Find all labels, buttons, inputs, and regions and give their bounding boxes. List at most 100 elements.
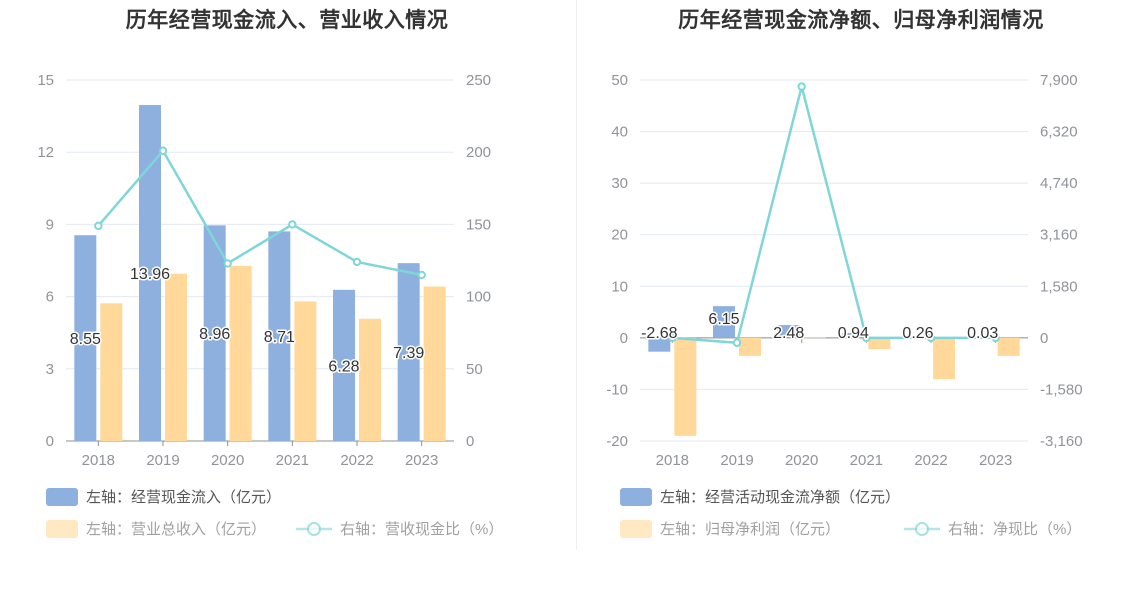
y-right-tick-label: -1,580	[1040, 381, 1083, 398]
y-right-tick-label: 7,900	[1040, 72, 1078, 89]
bar-primary	[203, 225, 226, 441]
line-point	[797, 82, 806, 91]
bar-secondary	[739, 337, 761, 356]
y-left-tick-label: 15	[37, 72, 54, 89]
y-right-tick-label: 6,320	[1040, 124, 1078, 141]
bar-secondary	[423, 286, 446, 441]
line-point	[668, 333, 677, 343]
y-left-tick-label: 6	[46, 289, 54, 306]
data-label: -2.68	[641, 325, 678, 342]
x-tick-label: 2023	[979, 452, 1012, 469]
y-right-tick-label: 50	[466, 361, 483, 378]
y-left-tick-label: 9	[46, 216, 54, 233]
y-left-tick-label: -10	[606, 381, 628, 398]
bar-primary	[139, 105, 161, 442]
y-left-tick-label: 3	[46, 361, 54, 378]
bar-primary	[397, 263, 420, 441]
bar-secondary	[803, 337, 826, 339]
data-label: 6.28	[328, 358, 359, 375]
panel-divider	[576, 0, 577, 550]
data-label: 0.03	[967, 325, 998, 342]
x-tick-label: 2021	[850, 452, 883, 469]
data-label: 0.26	[902, 325, 933, 342]
x-tick-label: 2022	[340, 452, 373, 469]
bar-secondary	[674, 337, 697, 436]
data-label: 8.55	[70, 331, 101, 348]
data-label: 8.96	[199, 326, 230, 343]
data-label: 0.94	[838, 325, 869, 342]
x-tick-label: 2018	[656, 452, 689, 469]
chart-svg-right: -20 -10 0 10 20 30 40 50 -3,160 -1,580 0 1,580 3,160…	[606, 72, 1083, 538]
chart-title-right: 历年经营现金流净额、归母净利润情况	[678, 9, 1044, 32]
line-series	[97, 148, 422, 277]
y-right-tick-label: 0	[466, 433, 474, 450]
bar-primary	[648, 337, 671, 352]
line-series	[672, 86, 996, 345]
line-point	[732, 338, 742, 347]
chart-panel-right: 历年经营现金流净额、归母净利润情况 -20 -10 0 10 20 30 40 50 -3,16…	[574, 0, 1148, 550]
y-right-tick-label: 150	[466, 216, 491, 233]
bar-primary	[268, 231, 291, 441]
x-tick-label: 2023	[405, 452, 438, 469]
bar-secondary	[165, 273, 187, 441]
y-left-tick-label: 12	[37, 144, 54, 161]
y-left-tick-label: 30	[611, 175, 628, 192]
y-right-tick-label: 0	[1040, 330, 1048, 347]
y-left-tick-label: 50	[611, 72, 628, 89]
bar-secondary	[100, 303, 123, 441]
x-tick-label: 2018	[82, 452, 115, 469]
line-point	[352, 257, 362, 267]
chart-panel-left: 历年经营现金流入、营业收入情况 0 3 6 9 12 15 0 50 100 150 200 250 2…	[0, 0, 574, 550]
y-left-tick-label: 10	[611, 278, 628, 295]
legend-label: 左轴：经营现金流入（亿元）	[86, 489, 281, 506]
legend-swatch	[620, 488, 652, 506]
y-left-tick-label: 0	[620, 330, 628, 347]
bar-primary	[777, 325, 800, 338]
legend-swatch	[620, 520, 652, 538]
legend-label: 左轴：经营活动现金流净额（亿元）	[660, 489, 900, 506]
legend-label: 左轴：营业总收入（亿元）	[86, 521, 266, 538]
y-right-tick-label: 200	[466, 144, 491, 161]
line-point	[288, 220, 297, 229]
y-right-tick-label: 4,740	[1040, 175, 1078, 192]
bar-secondary	[359, 318, 381, 441]
chart-title-left: 历年经营现金流入、营业收入情况	[125, 9, 449, 32]
y-left-tick-label: 0	[46, 433, 54, 450]
y-right-tick-label: -3,160	[1040, 433, 1083, 450]
data-label: 6.15	[708, 311, 739, 328]
legend-swatch	[46, 520, 78, 538]
x-tick-label: 2022	[914, 452, 947, 469]
line-point	[417, 270, 426, 280]
data-label: 13.96	[130, 266, 170, 283]
y-left-tick-label: 20	[611, 227, 628, 244]
y-right-tick-label: 1,580	[1040, 278, 1078, 295]
y-left-tick-label: -20	[606, 433, 628, 450]
y-left-tick-label: 40	[611, 124, 628, 141]
bar-primary	[842, 333, 865, 338]
x-tick-label: 2020	[211, 452, 244, 469]
x-tick-label: 2020	[785, 452, 818, 469]
y-right-tick-label: 3,160	[1040, 227, 1078, 244]
bar-secondary	[933, 337, 955, 380]
line-point	[926, 333, 936, 343]
bar-primary	[713, 306, 735, 338]
legend-line-marker	[307, 522, 321, 536]
bar-secondary	[294, 301, 317, 441]
x-tick-label: 2021	[276, 452, 309, 469]
data-label: 7.39	[393, 345, 424, 362]
line-point	[862, 333, 871, 343]
legend-label: 右轴：净现比（%）	[948, 521, 1081, 538]
line-point	[991, 333, 1000, 343]
bar-secondary	[229, 265, 252, 441]
x-tick-label: 2019	[720, 452, 753, 469]
bar-secondary	[868, 337, 891, 350]
line-point	[223, 259, 232, 268]
y-right-tick-label: 250	[466, 72, 491, 89]
bar-secondary	[997, 337, 1020, 356]
legend-label: 左轴：归母净利润（亿元）	[660, 521, 840, 538]
data-label: 2.48	[773, 325, 804, 342]
x-tick-label: 2019	[146, 452, 179, 469]
y-right-tick-label: 100	[466, 289, 491, 306]
